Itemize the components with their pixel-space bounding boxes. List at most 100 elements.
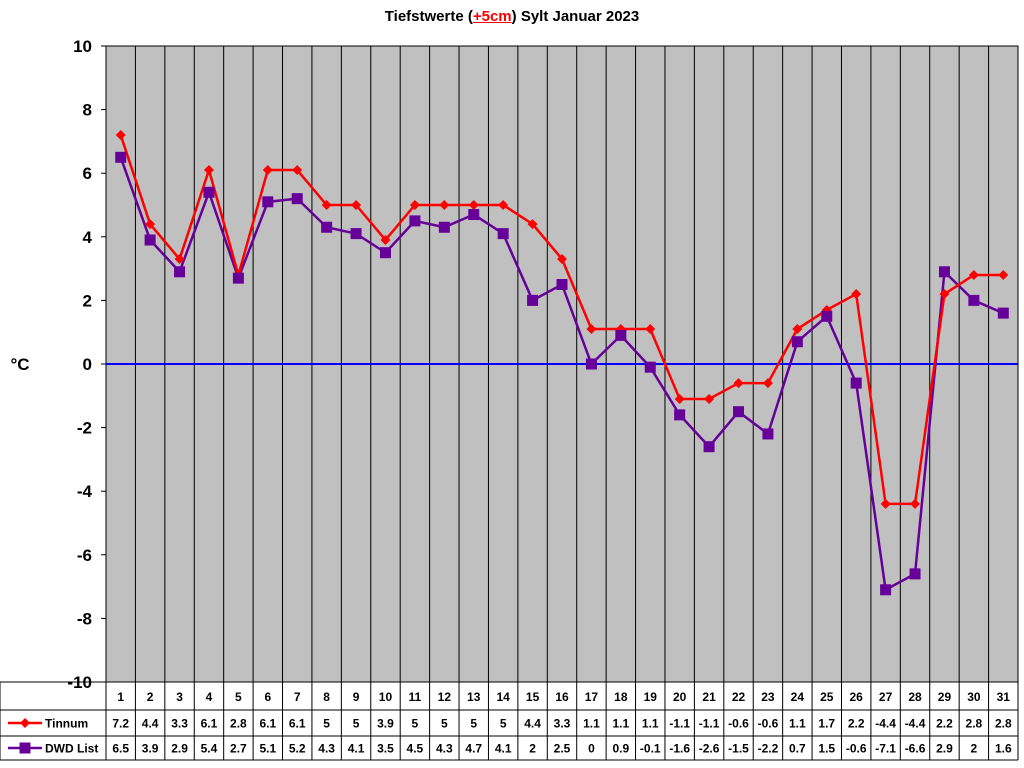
- category-label: 9: [353, 690, 360, 704]
- data-label-1: -1.5: [728, 742, 749, 756]
- data-label-0: 7.2: [112, 717, 129, 731]
- category-label: 21: [702, 690, 716, 704]
- data-label-0: 4.4: [524, 717, 541, 731]
- series-point-0: [880, 498, 891, 509]
- data-label-0: 5: [323, 717, 330, 731]
- series-point-0: [762, 378, 773, 389]
- series-point-1: [762, 428, 774, 440]
- series-point-0: [792, 324, 803, 335]
- category-label: 8: [323, 690, 330, 704]
- series-point-1: [321, 221, 333, 233]
- data-label-0: 3.3: [554, 717, 571, 731]
- y-axis-label: °C: [10, 355, 29, 374]
- data-label-0: -0.6: [728, 717, 749, 731]
- data-label-0: 2.8: [995, 717, 1012, 731]
- data-label-1: 2: [529, 742, 536, 756]
- chart-title: Tiefstwerte (+5cm) Sylt Januar 2023: [0, 8, 1024, 25]
- category-label: 31: [997, 690, 1011, 704]
- category-label: 16: [555, 690, 569, 704]
- series-point-1: [144, 234, 156, 246]
- data-label-1: 2.5: [554, 742, 571, 756]
- data-label-0: -1.1: [699, 717, 720, 731]
- series-point-0: [851, 289, 862, 300]
- category-label: 2: [147, 690, 154, 704]
- series-point-0: [115, 130, 126, 141]
- series-point-1: [791, 336, 803, 348]
- legend-label-0: Tinnum: [45, 717, 88, 731]
- series-point-1: [262, 196, 274, 208]
- series-point-0: [557, 254, 567, 265]
- category-label: 24: [791, 690, 805, 704]
- data-label-1: -0.1: [640, 742, 661, 756]
- category-label: 5: [235, 690, 242, 704]
- data-label-0: 1.1: [642, 717, 659, 731]
- y-tick-label: -2: [77, 419, 92, 438]
- series-point-0: [468, 200, 479, 210]
- series-point-1: [527, 294, 539, 306]
- series-point-1: [880, 584, 892, 596]
- category-label: 12: [438, 690, 452, 704]
- series-point-0: [527, 219, 538, 230]
- category-label: 6: [264, 690, 271, 704]
- series-point-0: [262, 165, 273, 176]
- data-label-0: -0.6: [758, 717, 779, 731]
- series-point-1: [674, 409, 686, 421]
- series-point-1: [379, 247, 391, 259]
- data-label-1: 0.9: [612, 742, 629, 756]
- series-point-0: [498, 200, 509, 210]
- series-point-1: [968, 294, 980, 306]
- data-label-1: 5.2: [289, 742, 306, 756]
- data-label-1: 4.1: [495, 742, 512, 756]
- data-label-0: -4.4: [875, 717, 896, 731]
- series-point-0: [409, 200, 420, 210]
- category-label: 20: [673, 690, 687, 704]
- series-point-1: [615, 329, 627, 341]
- series-point-1: [821, 310, 833, 322]
- data-label-1: 0: [588, 742, 595, 756]
- category-label: 1: [117, 690, 124, 704]
- data-label-0: 5: [470, 717, 477, 731]
- series-point-1: [703, 441, 715, 453]
- y-tick-label: 0: [83, 355, 92, 374]
- category-label: 3: [176, 690, 183, 704]
- data-label-1: -0.6: [846, 742, 867, 756]
- data-label-1: 3.5: [377, 742, 394, 756]
- data-label-0: 5: [353, 717, 360, 731]
- series-point-0: [674, 393, 685, 404]
- data-label-0: 1.1: [612, 717, 629, 731]
- category-label: 14: [496, 690, 510, 704]
- series-point-0: [998, 269, 1009, 280]
- data-label-0: 1.1: [789, 717, 806, 731]
- data-label-1: 5.4: [201, 742, 218, 756]
- data-label-0: 5: [500, 717, 507, 731]
- y-tick-label: 4: [83, 228, 93, 247]
- series-point-0: [586, 324, 597, 335]
- series-point-1: [585, 358, 597, 370]
- series-point-0: [321, 200, 332, 210]
- data-label-1: 4.3: [318, 742, 335, 756]
- series-point-1: [909, 568, 921, 580]
- title-highlight: +5cm: [472, 8, 512, 25]
- series-point-1: [644, 361, 656, 373]
- data-label-0: 2.8: [230, 717, 247, 731]
- data-label-1: 0.7: [789, 742, 806, 756]
- data-label-0: 4.4: [142, 717, 159, 731]
- data-label-1: 2: [971, 742, 978, 756]
- data-label-1: 1.5: [818, 742, 835, 756]
- data-label-0: 2.8: [966, 717, 983, 731]
- legend-marker-1: [19, 742, 31, 754]
- series-point-1: [938, 266, 950, 278]
- data-label-1: 4.3: [436, 742, 453, 756]
- category-label: 27: [879, 690, 893, 704]
- category-label: 22: [732, 690, 746, 704]
- data-label-1: 6.5: [112, 742, 129, 756]
- category-label: 19: [644, 690, 658, 704]
- y-tick-label: -4: [77, 482, 93, 501]
- data-label-1: 2.9: [171, 742, 188, 756]
- title-pre: Tiefstwerte (: [384, 8, 473, 25]
- data-label-1: 1.6: [995, 742, 1012, 756]
- data-label-0: 6.1: [289, 717, 306, 731]
- y-tick-label: 2: [83, 291, 92, 310]
- y-tick-label: -8: [77, 609, 92, 628]
